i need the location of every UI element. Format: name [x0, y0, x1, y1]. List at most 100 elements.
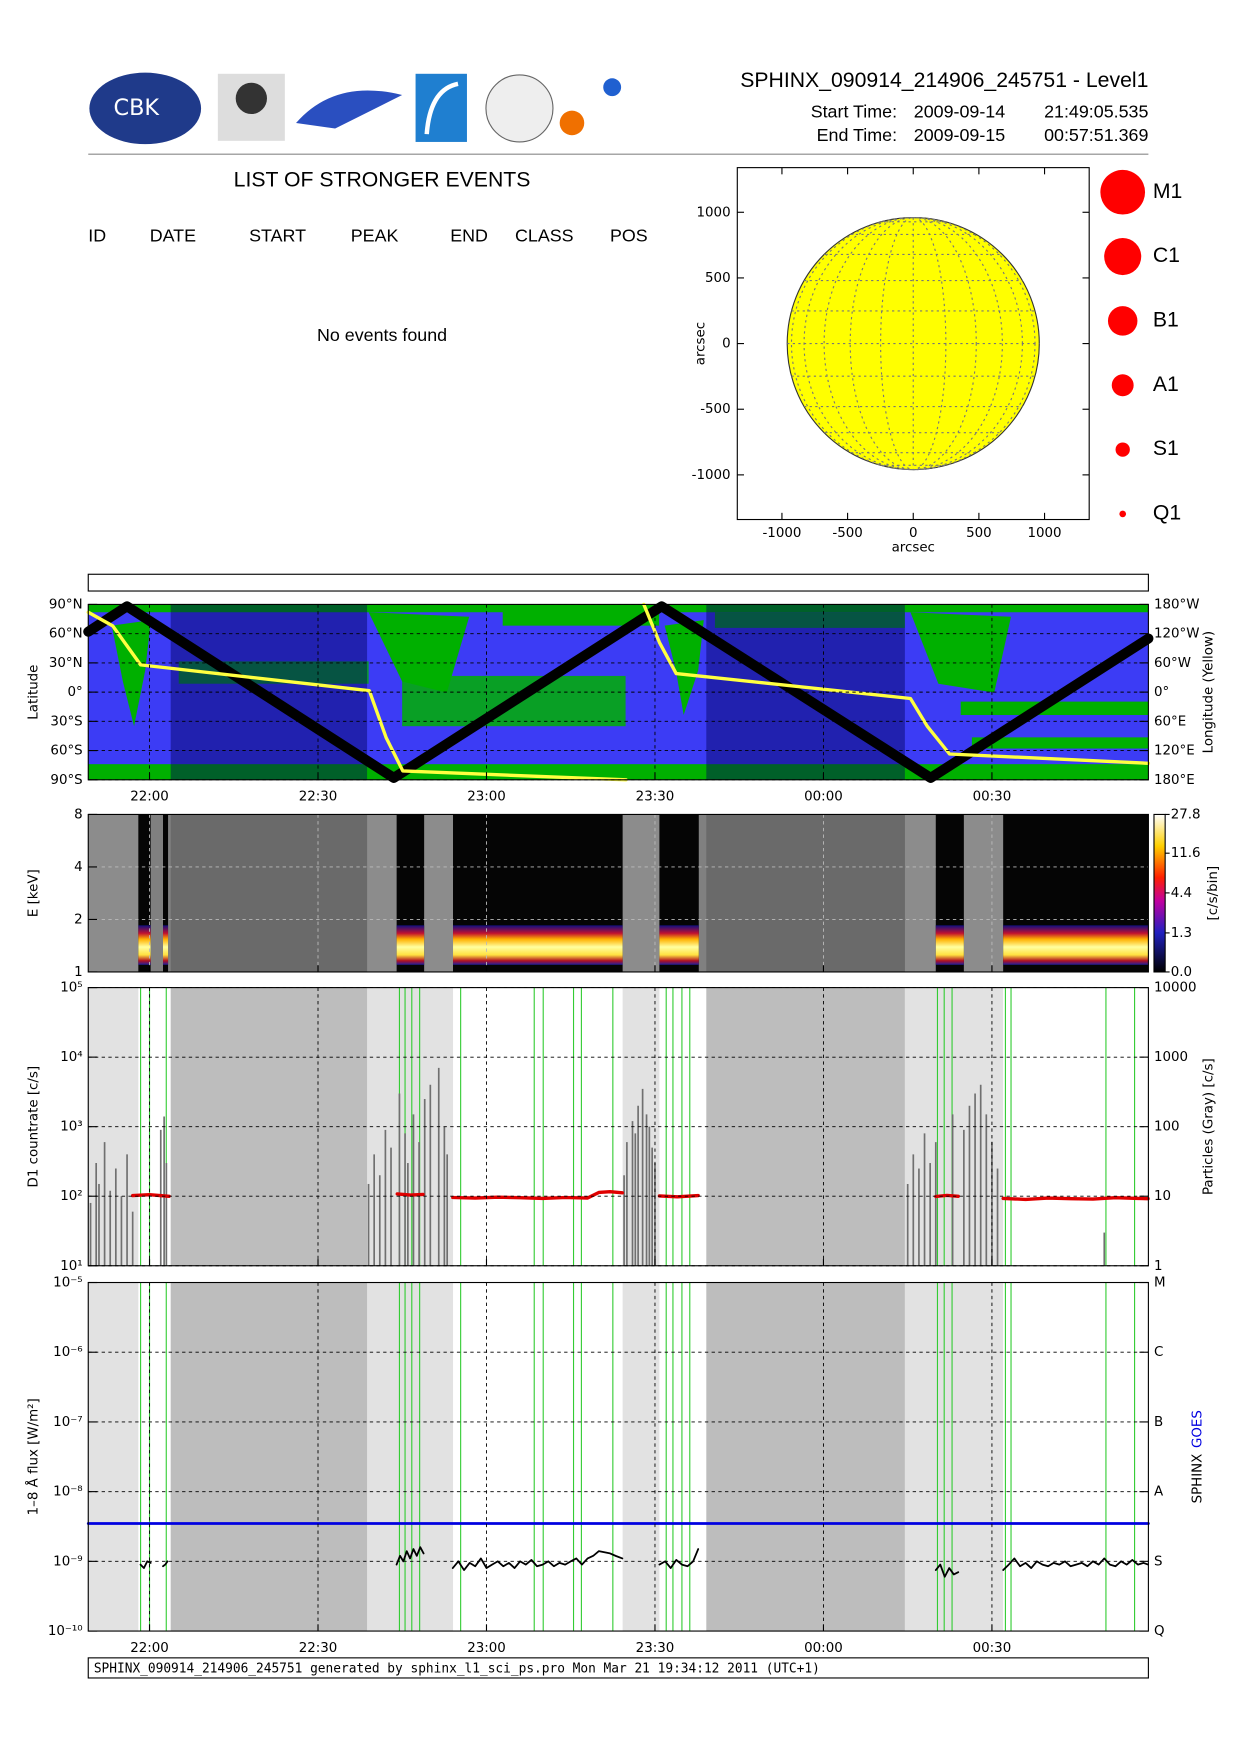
no-data-shading	[622, 1282, 660, 1632]
no-data-shading	[88, 814, 139, 972]
y-tick-label: -1000	[692, 468, 731, 483]
y-tick-label: 500	[705, 271, 731, 286]
spectrum-background	[163, 814, 169, 972]
y-axis-label: Latitude	[27, 665, 42, 720]
end-time: 00:57:51.369	[1044, 125, 1148, 145]
colorbar-label: 0.0	[1171, 965, 1192, 980]
y-axis-label: 1–8 Å flux [W/m²]	[25, 1398, 42, 1515]
spectrum-band	[138, 925, 151, 965]
legend-label: S1	[1153, 437, 1179, 460]
column-header: START	[249, 226, 306, 246]
colorbar-label: 1.3	[1171, 926, 1192, 941]
spectrum-band	[453, 925, 623, 965]
x-tick-label: 00:00	[804, 790, 843, 805]
x-tick-label: -1000	[762, 526, 801, 541]
y-tick-label: 90°S	[50, 773, 82, 788]
y-tick-label: 10⁴	[60, 1050, 82, 1065]
x-tick-label: -500	[832, 526, 862, 541]
series-line	[131, 1190, 1150, 1202]
y2-tick-label: 1	[1154, 1259, 1163, 1274]
legend-swatch	[1111, 374, 1134, 397]
start-time: 21:49:05.535	[1044, 102, 1148, 122]
spectrum-segment	[935, 814, 964, 972]
spectrum-segment	[453, 814, 623, 972]
logo-cbk	[89, 72, 202, 145]
x-tick-label: 22:00	[130, 1641, 169, 1656]
spectrum-segment	[396, 814, 425, 972]
panel-frame	[87, 987, 1149, 1267]
y-tick-label: 60°N	[49, 627, 83, 642]
y2-axis-label: Particles (Gray) [c/s]	[1202, 1058, 1217, 1195]
start-label: Start Time:	[811, 102, 897, 122]
no-data-shading	[904, 1282, 1004, 1632]
colorbar-label: 4.4	[1171, 886, 1192, 901]
y2-tick-label: B	[1154, 1415, 1163, 1430]
y2-tick-label: 120°W	[1154, 627, 1200, 642]
y-tick-label: 10⁻⁶	[53, 1345, 82, 1360]
y2-tick-label: 180°E	[1154, 773, 1195, 788]
legend-label: A1	[1153, 373, 1179, 396]
y2-tick-label: C	[1154, 1345, 1163, 1360]
spectrum-segment	[138, 814, 151, 972]
panel-frame	[87, 1281, 1149, 1632]
panel-frame	[87, 813, 1149, 973]
legend-entry: GOES	[1191, 1410, 1206, 1448]
y-tick-label: 1	[74, 965, 83, 980]
y2-tick-label: 120°E	[1154, 744, 1195, 759]
y2-axis-label: Longitude (Yellow)	[1202, 631, 1217, 754]
column-header: END	[450, 226, 488, 246]
legend-swatch	[1107, 306, 1138, 336]
spectrum-band	[659, 925, 699, 965]
events-title: LIST OF STRONGER EVENTS	[234, 169, 531, 192]
y-tick-label: 0°	[67, 685, 82, 700]
end-label: End Time:	[817, 125, 897, 145]
y-tick-label: 4	[74, 860, 83, 875]
logo-arc	[415, 73, 467, 142]
y2-tick-label: Q	[1154, 1624, 1165, 1639]
spectrum-segment	[1003, 814, 1149, 972]
legend-swatch	[1119, 510, 1127, 518]
y2-tick-label: 10	[1154, 1189, 1171, 1204]
logo-mifi	[296, 90, 403, 129]
footer-box	[87, 1657, 1149, 1679]
y2-tick-label: 10000	[1154, 981, 1197, 996]
colorbar-label: 27.8	[1171, 807, 1201, 822]
events-header: ID DATE START PEAK END CLASS POS	[88, 226, 647, 246]
x-tick-label: 23:00	[467, 1641, 506, 1656]
no-data-shading	[622, 814, 660, 972]
x-axis-label: arcsec	[892, 540, 935, 555]
legend-label: Q1	[1153, 502, 1181, 525]
panel-frame	[87, 603, 1149, 781]
column-header: PEAK	[351, 226, 399, 246]
no-data-shading	[367, 1282, 454, 1632]
x-tick-label: 1000	[1028, 526, 1062, 541]
spectrum-band	[935, 925, 964, 965]
y-tick-label: 10³	[60, 1120, 82, 1135]
y-tick-label: 1000	[697, 205, 731, 220]
legend-entry: SPHINX	[1191, 1454, 1206, 1504]
column-header: POS	[610, 226, 648, 246]
logo-seal	[485, 74, 554, 143]
series-legend: SPHINX GOES	[1191, 1410, 1206, 1503]
y-tick-label: 60°S	[50, 744, 82, 759]
y-tick-label: 10⁻⁵	[53, 1276, 82, 1291]
eclipse-shading	[170, 1282, 368, 1632]
legend-swatch	[1104, 238, 1142, 276]
column-header: CLASS	[515, 226, 574, 246]
y-tick-label: 2	[74, 912, 83, 927]
y2-tick-label: 60°E	[1154, 714, 1186, 729]
y2-tick-label: 180°W	[1154, 597, 1200, 612]
logo-arc-shape	[424, 81, 459, 135]
y-tick-label: 0	[722, 337, 731, 352]
spectrum-band	[163, 925, 169, 965]
end-date: 2009-09-15	[914, 125, 1005, 145]
spectrum-segment	[163, 814, 169, 972]
y-tick-label: 90°N	[49, 597, 83, 612]
x-tick-label: 22:30	[299, 1641, 338, 1656]
eclipse-shading	[170, 814, 368, 972]
x-tick-label: 500	[966, 526, 992, 541]
y-axis-label: arcsec	[693, 322, 708, 365]
series-line	[86, 602, 1151, 782]
y2-tick-label: 1000	[1154, 1050, 1188, 1065]
